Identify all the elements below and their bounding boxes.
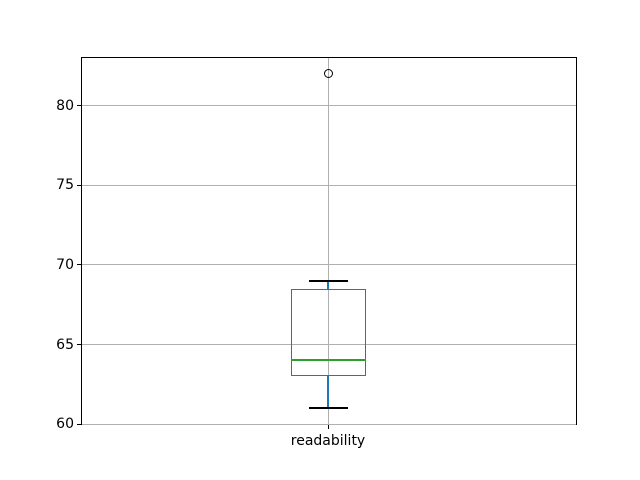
y-tick-label: 60 xyxy=(56,416,74,433)
x-tick-mark xyxy=(327,425,329,429)
median-line xyxy=(290,359,366,362)
y-tick-mark xyxy=(77,344,81,346)
outlier-marker xyxy=(323,69,333,79)
y-tick-mark xyxy=(77,264,81,266)
x-gridline xyxy=(327,58,329,424)
x-tick-label: readability xyxy=(290,433,366,449)
whisker-upper-cap xyxy=(308,279,348,282)
y-tick-mark xyxy=(77,184,81,186)
y-tick-label: 75 xyxy=(56,177,74,194)
box-iqr xyxy=(290,288,366,377)
y-gridline xyxy=(82,344,576,346)
y-gridline xyxy=(82,423,576,425)
whisker-upper-line xyxy=(327,280,329,289)
y-gridline xyxy=(82,105,576,107)
whisker-lower-cap xyxy=(308,407,348,410)
y-tick-label: 65 xyxy=(56,336,74,353)
y-tick-mark xyxy=(77,423,81,425)
y-tick-mark xyxy=(77,105,81,107)
y-tick-label: 70 xyxy=(56,256,74,273)
y-gridline xyxy=(82,264,576,266)
whisker-lower-line xyxy=(327,376,329,409)
y-gridline xyxy=(82,184,576,186)
y-tick-label: 80 xyxy=(56,97,74,114)
